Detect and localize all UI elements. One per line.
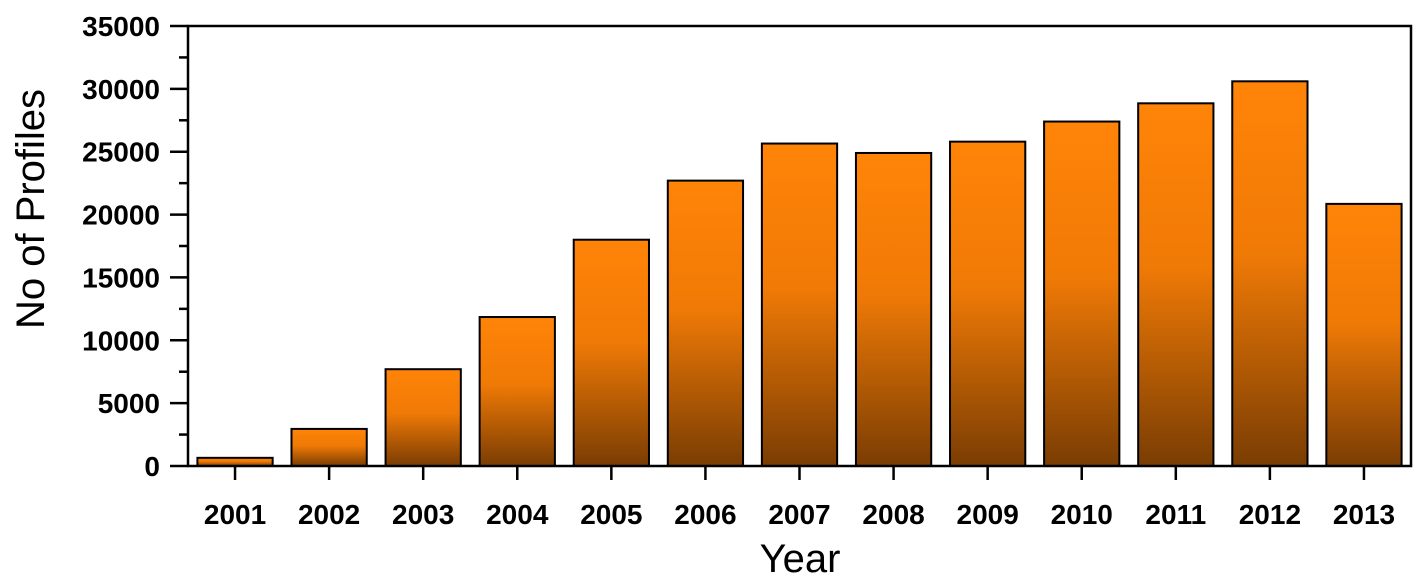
x-tick-label: 2003 (392, 499, 454, 530)
x-tick-label: 2013 (1333, 499, 1395, 530)
x-tick-label: 2002 (298, 499, 360, 530)
x-tick-label: 2001 (204, 499, 266, 530)
x-tick-label: 2007 (768, 499, 830, 530)
x-tick-label: 2004 (486, 499, 549, 530)
x-tick-label: 2006 (674, 499, 736, 530)
bar-2013 (1325, 202, 1403, 467)
bar-2011 (1137, 102, 1215, 467)
bar-2004 (478, 316, 556, 467)
bar-2005 (572, 238, 650, 467)
y-tick-label: 10000 (82, 325, 160, 356)
axes (170, 24, 1413, 480)
y-tick-label: 30000 (82, 74, 160, 105)
bar-2010 (1043, 120, 1121, 468)
y-tick-label: 25000 (82, 137, 160, 168)
bar-2009 (949, 140, 1027, 468)
bar-2007 (760, 142, 839, 468)
y-tick-label: 20000 (82, 200, 160, 231)
y-tick-label: 15000 (82, 262, 160, 293)
x-tick-label: 2011 (1145, 499, 1206, 530)
y-tick-label: 5000 (98, 388, 160, 419)
bars (196, 80, 1403, 468)
x-tick-label: 2008 (862, 499, 924, 530)
bar-2002 (290, 427, 368, 467)
bar-2012 (1231, 80, 1309, 467)
bar-2008 (854, 151, 933, 467)
x-tick-label: 2009 (957, 499, 1019, 530)
y-axis-title: No of Profiles (9, 89, 53, 329)
y-tick-label: 0 (144, 451, 160, 482)
x-tick-label: 2005 (580, 499, 642, 530)
bar-2006 (666, 179, 745, 467)
tick-labels: 0 5000 10000 15000 20000 25000 30000 35000 2001 2… (82, 11, 1395, 530)
x-tick-label: 2012 (1239, 499, 1301, 530)
x-tick-label: 2010 (1051, 499, 1113, 530)
bar-2003 (384, 368, 462, 468)
y-tick-label: 35000 (82, 11, 160, 42)
x-axis-title: Year (760, 537, 841, 581)
